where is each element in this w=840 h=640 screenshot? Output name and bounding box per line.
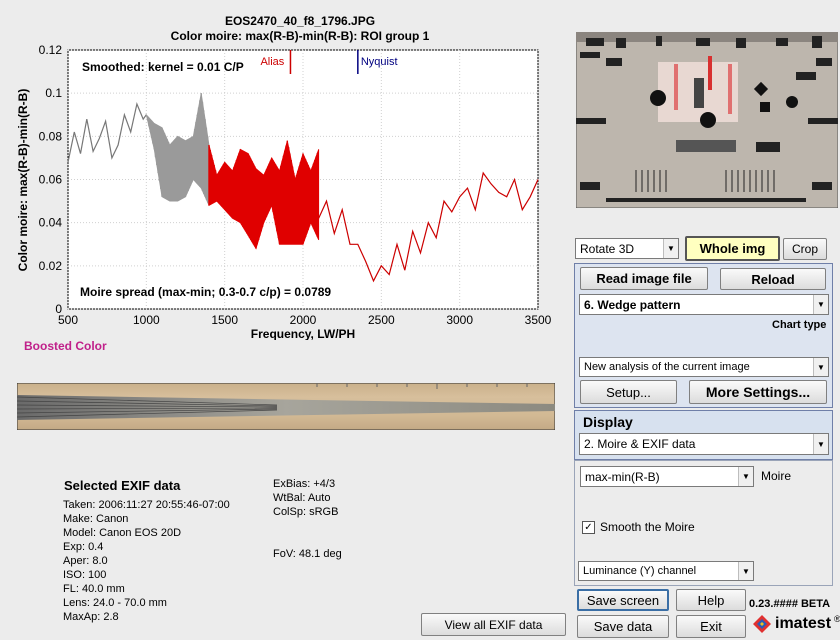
imatest-logo-icon — [753, 615, 771, 633]
exif-taken: Taken: 2006:11:27 20:55:46-07:00 — [63, 499, 230, 511]
chevron-down-icon: ▼ — [738, 467, 753, 486]
chevron-down-icon: ▼ — [738, 562, 753, 580]
chevron-down-icon: ▼ — [813, 358, 828, 376]
chevron-down-icon: ▼ — [663, 239, 678, 258]
red-line-series — [318, 171, 539, 283]
wedge-image-strip — [17, 383, 555, 430]
exif-make: Make: Canon — [63, 513, 129, 525]
save-data-button[interactable]: Save data — [577, 615, 669, 638]
chevron-down-icon: ▼ — [813, 434, 828, 454]
exif-lens: Lens: 24.0 - 70.0 mm — [63, 597, 167, 609]
exif-iso: ISO: 100 — [63, 569, 107, 581]
display-label: Display — [583, 414, 633, 430]
boosted-color-label: Boosted Color — [24, 339, 107, 353]
smoothed-label: Smoothed: kernel = 0.01 C/P — [82, 60, 244, 74]
moire-chart: Alias Nyquist 500 1000 1500 2000 2500 3000 3500… — [16, 44, 552, 340]
exif-heading: Selected EXIF data — [64, 478, 181, 493]
chart-filename: EOS2470_40_f8_1796.JPG — [224, 14, 376, 28]
chart-type-label: Chart type — [772, 319, 827, 331]
exif-col1: Taken: 2006:11:27 20:55:46-07:00 Make: C… — [63, 498, 230, 624]
reload-button[interactable]: Reload — [720, 268, 826, 290]
exif-exposure: Exp: 0.4 — [63, 541, 104, 553]
x-tick-label: 3500 — [525, 313, 552, 327]
nyquist-label: Nyquist — [361, 56, 398, 68]
save-screen-button[interactable]: Save screen — [577, 589, 669, 611]
chart-subtitle: Color moire: max(R-B)-min(R-B): ROI grou… — [170, 29, 430, 43]
help-button[interactable]: Help — [676, 589, 746, 611]
chart-type-select[interactable]: 6. Wedge pattern ▼ — [579, 294, 829, 315]
y-tick-label: 0.08 — [39, 129, 63, 143]
x-axis-label: Frequency, LW/PH — [251, 327, 355, 340]
x-tick-label: 2000 — [290, 313, 317, 327]
setup-button[interactable]: Setup... — [580, 380, 677, 404]
exif-focal-length: FL: 40.0 mm — [63, 583, 125, 595]
exif-exbias: ExBias: +4/3 — [273, 478, 336, 490]
imatest-logo: imatest ® — [752, 614, 840, 634]
exif-max-aperture: MaxAp: 2.8 — [63, 611, 119, 623]
exif-col2: ExBias: +4/3 WtBal: Auto ColSp: sRGB — [273, 477, 338, 519]
axis-ticks: 500 1000 1500 2000 2500 3000 3500 0 0.02 0.04 0.06… — [39, 44, 552, 327]
version-label: 0.23.#### BETA — [749, 598, 831, 610]
series-group — [67, 93, 539, 283]
imatest-logo-text: imatest — [775, 615, 832, 632]
smooth-checkbox[interactable]: ✓ — [582, 520, 595, 534]
exit-button[interactable]: Exit — [676, 615, 746, 638]
imatest-logo-reg: ® — [834, 614, 840, 624]
view-all-exif-button[interactable]: View all EXIF data — [421, 613, 566, 636]
analysis-select[interactable]: New analysis of the current image ▼ — [579, 357, 829, 377]
display-select-value: 2. Moire & EXIF data — [584, 437, 696, 451]
x-tick-label: 2500 — [368, 313, 395, 327]
smooth-checkbox-label: Smooth the Moire — [600, 520, 695, 534]
chart-type-select-value: 6. Wedge pattern — [584, 297, 681, 312]
alias-label: Alias — [260, 56, 284, 68]
exif-model: Model: Canon EOS 20D — [63, 527, 182, 539]
whole-img-button[interactable]: Whole img — [685, 236, 780, 261]
moire-label: Moire — [761, 469, 792, 483]
rotate-select[interactable]: Rotate 3D ▼ — [575, 238, 679, 259]
display-select[interactable]: 2. Moire & EXIF data ▼ — [579, 433, 829, 455]
analysis-select-value: New analysis of the current image — [584, 361, 750, 373]
exif-fov: FoV: 48.1 deg — [273, 548, 342, 560]
y-tick-label: 0.04 — [39, 216, 63, 230]
x-tick-label: 500 — [58, 313, 78, 327]
channel-select-value: Luminance (Y) channel — [583, 565, 697, 577]
y-tick-label: 0.1 — [45, 86, 62, 100]
y-tick-label: 0.06 — [39, 173, 63, 187]
moire-select[interactable]: max-min(R-B) ▼ — [580, 466, 754, 487]
test-chart-thumbnail[interactable] — [576, 32, 838, 208]
crop-button[interactable]: Crop — [783, 238, 827, 260]
exif-colsp: ColSp: sRGB — [273, 506, 339, 518]
read-image-button[interactable]: Read image file — [580, 267, 708, 290]
y-tick-label: 0.12 — [39, 44, 63, 57]
y-tick-label: 0.02 — [39, 259, 63, 273]
moire-spread-label: Moire spread (max-min; 0.3-0.7 c/p) = 0.… — [80, 285, 331, 299]
y-axis-label: Color moire: max(R-B)-min(R-B) — [16, 89, 30, 272]
gray-line-series — [67, 102, 147, 163]
rotate-select-value: Rotate 3D — [580, 241, 635, 256]
y-tick-label: 0 — [55, 302, 62, 316]
x-tick-label: 1500 — [211, 313, 238, 327]
exif-wtbal: WtBal: Auto — [273, 492, 331, 504]
more-settings-button[interactable]: More Settings... — [689, 380, 827, 404]
marker-lines: Alias Nyquist — [260, 50, 398, 74]
chevron-down-icon: ▼ — [813, 295, 828, 314]
x-tick-label: 1000 — [133, 313, 160, 327]
smooth-checkbox-row[interactable]: ✓ Smooth the Moire — [582, 520, 695, 534]
channel-select[interactable]: Luminance (Y) channel ▼ — [578, 561, 754, 581]
exif-aperture: Aper: 8.0 — [63, 555, 108, 567]
moire-select-value: max-min(R-B) — [585, 469, 660, 484]
x-tick-label: 3000 — [446, 313, 473, 327]
